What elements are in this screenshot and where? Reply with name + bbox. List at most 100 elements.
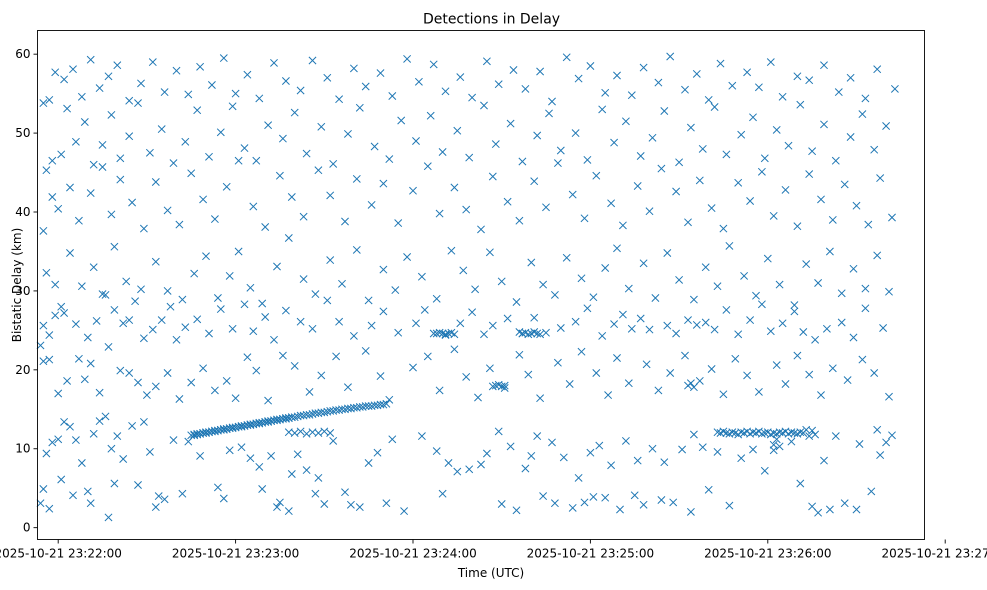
data-point	[420, 305, 429, 314]
data-point	[258, 299, 267, 308]
data-point	[379, 265, 388, 274]
data-point	[820, 456, 828, 465]
data-point	[636, 152, 645, 160]
data-point	[808, 147, 817, 156]
data-point	[796, 428, 805, 437]
data-point	[172, 66, 181, 75]
data-point	[465, 153, 474, 162]
data-point	[447, 246, 456, 255]
x-tick-label: 2025-10-21 23:27:00	[881, 547, 987, 561]
data-point	[645, 207, 654, 216]
data-point	[613, 71, 621, 80]
data-point	[858, 355, 867, 364]
data-point	[621, 117, 630, 126]
data-point	[361, 402, 370, 411]
data-point	[556, 324, 565, 332]
data-point	[278, 134, 287, 143]
data-point	[51, 280, 60, 289]
data-point	[757, 429, 766, 438]
data-point	[412, 137, 420, 145]
data-point	[497, 500, 506, 508]
data-point	[104, 72, 113, 81]
data-point	[651, 294, 660, 302]
data-point	[468, 308, 477, 317]
data-point	[134, 99, 142, 108]
data-point	[654, 386, 663, 395]
data-point	[95, 417, 104, 426]
data-point	[290, 429, 299, 437]
data-point	[491, 140, 500, 149]
data-point	[361, 82, 370, 91]
data-point	[77, 92, 86, 101]
data-point	[128, 421, 137, 430]
data-point	[237, 443, 246, 452]
data-point	[725, 501, 734, 510]
data-point	[151, 503, 160, 512]
data-point	[793, 72, 802, 81]
data-point	[237, 422, 246, 431]
data-point	[329, 159, 338, 168]
data-point	[69, 491, 77, 500]
data-point	[175, 395, 184, 403]
data-point	[515, 216, 524, 225]
data-point	[228, 324, 237, 333]
data-point	[562, 53, 571, 62]
data-point	[71, 320, 80, 329]
data-point	[435, 328, 444, 337]
data-point	[586, 448, 595, 457]
data-point	[689, 383, 698, 392]
x-tick-label: 2025-10-21 23:25:00	[527, 547, 654, 561]
data-point	[45, 95, 54, 104]
data-point	[568, 190, 577, 199]
y-tick-label: 10	[15, 442, 30, 456]
data-point	[388, 92, 397, 100]
data-point	[672, 329, 681, 338]
data-point	[196, 62, 205, 71]
data-point	[533, 329, 542, 338]
data-point	[148, 325, 157, 334]
data-point	[376, 372, 385, 381]
data-point	[805, 370, 814, 379]
data-point	[743, 68, 752, 77]
data-point	[598, 331, 607, 340]
data-point	[707, 365, 716, 373]
data-point	[704, 485, 713, 494]
data-point	[477, 460, 485, 469]
data-point	[471, 285, 480, 294]
data-point	[116, 366, 125, 375]
data-point	[737, 454, 746, 463]
data-point	[678, 445, 687, 454]
data-point	[414, 77, 423, 86]
data-point	[270, 58, 278, 67]
data-point	[503, 197, 512, 206]
data-point	[299, 275, 308, 284]
data-point	[74, 216, 83, 225]
data-point	[775, 280, 784, 289]
data-point	[107, 444, 116, 453]
data-point	[355, 103, 364, 112]
data-point	[488, 382, 497, 391]
data-point	[441, 330, 450, 339]
data-point	[752, 291, 760, 300]
x-tick-label: 2025-10-21 23:26:00	[704, 547, 831, 561]
data-point	[261, 313, 270, 321]
data-point	[267, 451, 276, 460]
data-point	[722, 150, 731, 159]
data-point	[417, 432, 426, 441]
y-tick-label: 40	[15, 205, 30, 219]
data-point	[601, 264, 610, 272]
data-point	[296, 317, 305, 326]
data-point	[450, 183, 459, 192]
data-point	[326, 256, 335, 265]
data-point	[172, 335, 181, 344]
data-point	[261, 223, 270, 231]
data-point	[834, 88, 843, 97]
data-point	[684, 218, 692, 227]
data-point	[769, 211, 778, 220]
data-point	[163, 369, 172, 377]
data-point	[240, 300, 249, 309]
data-point	[704, 95, 713, 104]
data-point	[178, 489, 187, 498]
data-point	[713, 447, 722, 456]
data-point	[805, 170, 814, 179]
